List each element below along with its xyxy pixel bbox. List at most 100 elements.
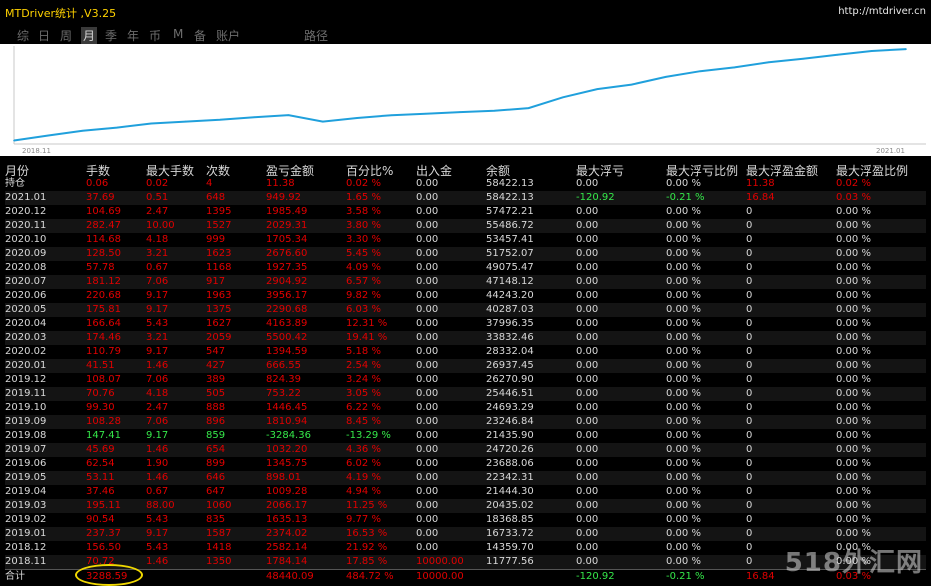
table-row[interactable]: 2021.01 37.69 0.51 648 949.92 1.65 % 0.00 58422… <box>5 191 926 205</box>
table-row[interactable]: 2019.02 90.54 5.43 835 1635.13 9.77 % 0.00 1836… <box>5 513 926 527</box>
table-row[interactable]: 2020.02 110.79 9.17 547 1394.59 5.18 % 0.00 283… <box>5 345 926 359</box>
cell-lots: 181.12 <box>86 276 121 287</box>
cell-deposit: 0.00 <box>416 472 439 483</box>
cell-count: 1060 <box>206 500 232 511</box>
cell-max-float-gain-pct: 0.00 % <box>836 388 871 399</box>
cell-max-float-gain: 0 <box>746 500 753 511</box>
cell-lots: 175.81 <box>86 304 121 315</box>
balance-point-2020.09 <box>767 61 770 63</box>
total-max-float-loss: -120.92 <box>576 571 615 582</box>
tab-5[interactable]: 年 <box>127 29 140 43</box>
cell-max-float-gain: 11.38 <box>746 178 775 189</box>
cell-balance: 24693.29 <box>486 402 534 413</box>
tab-1[interactable]: 日 <box>38 29 51 43</box>
cell-max-float-gain: 0 <box>746 290 753 301</box>
balance-series-line <box>13 48 907 142</box>
table-row[interactable]: 2019.07 45.69 1.46 654 1032.20 4.36 % 0.00 2472… <box>5 443 926 457</box>
header-max-float-gain[interactable]: 最大浮盈金额 <box>746 164 819 178</box>
cell-deposit: 0.00 <box>416 402 439 413</box>
table-row[interactable]: 2020.05 175.81 9.17 1375 2290.68 6.03 % 0.00 40… <box>5 303 926 317</box>
header-max-lots[interactable]: 最大手数 <box>146 164 195 178</box>
cell-balance: 26937.45 <box>486 360 534 371</box>
cell-max-float-gain: 0 <box>746 416 753 427</box>
table-row[interactable]: 2020.06 220.68 9.17 1963 3956.17 9.82 % 0.00 44… <box>5 289 926 303</box>
header-balance[interactable]: 余额 <box>486 164 511 178</box>
cell-pnl: 1345.75 <box>266 458 308 469</box>
cell-max-float-loss-pct: 0.00 % <box>666 416 701 427</box>
table-row[interactable]: 2020.11 282.47 10.00 1527 2029.31 3.80 % 0.00 5… <box>5 219 926 233</box>
tab-7[interactable]: M <box>173 27 184 41</box>
cell-balance: 23688.06 <box>486 458 534 469</box>
table-row[interactable]: 2019.12 108.07 7.06 389 824.39 3.24 % 0.00 2627… <box>5 373 926 387</box>
cell-max-float-loss: 0.00 <box>576 234 599 245</box>
tab-2[interactable]: 周 <box>60 29 73 43</box>
table-row[interactable]: 2020.12 104.69 2.47 1395 1985.49 3.58 % 0.00 57… <box>5 205 926 219</box>
tab-8[interactable]: 备 <box>194 29 207 43</box>
cell-percent: 4.94 % <box>346 486 381 497</box>
table-row[interactable]: 2020.08 57.78 0.67 1168 1927.35 4.09 % 0.00 490… <box>5 261 926 275</box>
cell-max-float-loss: 0.00 <box>576 318 599 329</box>
cell-lots: 220.68 <box>86 290 121 301</box>
cell-percent: 3.05 % <box>346 388 381 399</box>
header-max-float-loss[interactable]: 最大浮亏 <box>576 164 625 178</box>
table-row[interactable]: 2019.03 195.11 88.00 1060 2066.17 11.25 % 0.00… <box>5 499 926 513</box>
table-row[interactable]: 2020.07 181.12 7.06 917 2904.92 6.57 % 0.00 471… <box>5 275 926 289</box>
table-row[interactable]: 2020.10 114.68 4.18 999 1705.34 3.30 % 0.00 534… <box>5 233 926 247</box>
tab-10[interactable]: 路径 <box>304 29 329 43</box>
tab-4[interactable]: 季 <box>105 29 118 43</box>
table-row[interactable]: 2019.01 237.37 9.17 1587 2374.02 16.53 % 0.00 1… <box>5 527 926 541</box>
table-row[interactable]: 2019.06 62.54 1.90 899 1345.75 6.02 % 0.00 2368… <box>5 457 926 471</box>
table-row[interactable]: 2018.12 156.50 5.43 1418 2582.14 21.92 % 0.00 1… <box>5 541 926 555</box>
balance-point-2019.09 <box>356 117 358 119</box>
cell-max-float-gain: 0 <box>746 220 753 231</box>
cell-percent: 3.58 % <box>346 206 381 217</box>
table-row[interactable]: 2020.03 174.46 3.21 2059 5500.42 19.41 % 0.00 3… <box>5 331 926 345</box>
header-count[interactable]: 次数 <box>206 164 231 178</box>
table-row[interactable]: 2019.11 70.76 4.18 505 753.22 3.05 % 0.00 25446… <box>5 387 926 401</box>
cell-max-float-loss-pct: 0.00 % <box>666 304 701 315</box>
cell-month: 2020.09 <box>5 248 47 259</box>
table-row[interactable]: 2019.10 99.30 2.47 888 1446.45 6.22 % 0.00 2469… <box>5 401 926 415</box>
table-row[interactable]: 2019.05 53.11 1.46 646 898.01 4.19 % 0.00 22342… <box>5 471 926 485</box>
balance-point-2019.12 <box>459 111 461 113</box>
table-row[interactable]: 2019.09 108.28 7.06 896 1810.94 8.45 % 0.00 232… <box>5 415 926 429</box>
header-deposit[interactable]: 出入金 <box>416 164 453 178</box>
cell-lots: 104.69 <box>86 206 121 217</box>
header-max-float-loss-pct[interactable]: 最大浮亏比例 <box>666 164 739 178</box>
cell-max-float-loss: 0.00 <box>576 542 599 553</box>
cell-count: 648 <box>206 192 226 203</box>
cell-max-float-loss: 0.00 <box>576 262 599 273</box>
cell-max-float-loss: 0.00 <box>576 514 599 525</box>
cell-deposit: 0.00 <box>416 290 439 301</box>
header-percent[interactable]: 百分比% <box>346 164 394 178</box>
cell-balance: 55486.72 <box>486 220 534 231</box>
table-row[interactable]: 2019.04 37.46 0.67 647 1009.28 4.94 % 0.00 2144… <box>5 485 926 499</box>
cell-pnl: 2290.68 <box>266 304 308 315</box>
cell-max-float-gain-pct: 0.00 % <box>836 514 871 525</box>
site-url-link[interactable]: http://mtdriver.cn <box>838 6 926 17</box>
header-max-float-gain-pct[interactable]: 最大浮盈比例 <box>836 164 909 178</box>
cell-max-float-gain: 0 <box>746 304 753 315</box>
cell-count: 859 <box>206 430 226 441</box>
cell-percent: 3.80 % <box>346 220 381 231</box>
header-pnl[interactable]: 盈亏金额 <box>266 164 315 178</box>
table-row[interactable]: 2019.08 147.41 9.17 859 -3284.36 -13.29 % 0.00… <box>5 429 926 443</box>
cell-max-float-loss: 0.00 <box>576 388 599 399</box>
table-row[interactable]: 2018.11 70.72 1.46 1350 1784.14 17.85 % 10000.… <box>5 555 926 569</box>
header-month[interactable]: 月份 <box>5 164 30 178</box>
table-row[interactable]: 2020.09 128.50 3.21 1623 2676.60 5.45 % 0.00 51… <box>5 247 926 261</box>
table-row[interactable]: 2020.01 41.51 1.46 427 666.55 2.54 % 0.00 26937… <box>5 359 926 373</box>
table-row[interactable]: 2020.04 166.64 5.43 1627 4163.89 12.31 % 0.00 3… <box>5 317 926 331</box>
cell-max-lots: 1.46 <box>146 444 169 455</box>
tab-0[interactable]: 综 <box>17 29 30 43</box>
position-row[interactable]: 持仓 0.06 0.02 4 11.38 0.02 % 0.00 58422.13 0.00 0.… <box>5 177 926 191</box>
tab-3[interactable]: 月 <box>81 27 98 44</box>
tab-6[interactable]: 币 <box>149 29 162 43</box>
cell-month: 2020.05 <box>5 304 47 315</box>
cell-max-float-gain: 0 <box>746 556 753 567</box>
cell-max-float-gain-pct: 0.00 % <box>836 402 871 413</box>
tab-9[interactable]: 账户 <box>216 29 241 43</box>
cell-max-float-loss: 0.00 <box>576 346 599 357</box>
total-max-float-loss-pct: -0.21 % <box>666 571 705 582</box>
header-lots[interactable]: 手数 <box>86 164 111 178</box>
